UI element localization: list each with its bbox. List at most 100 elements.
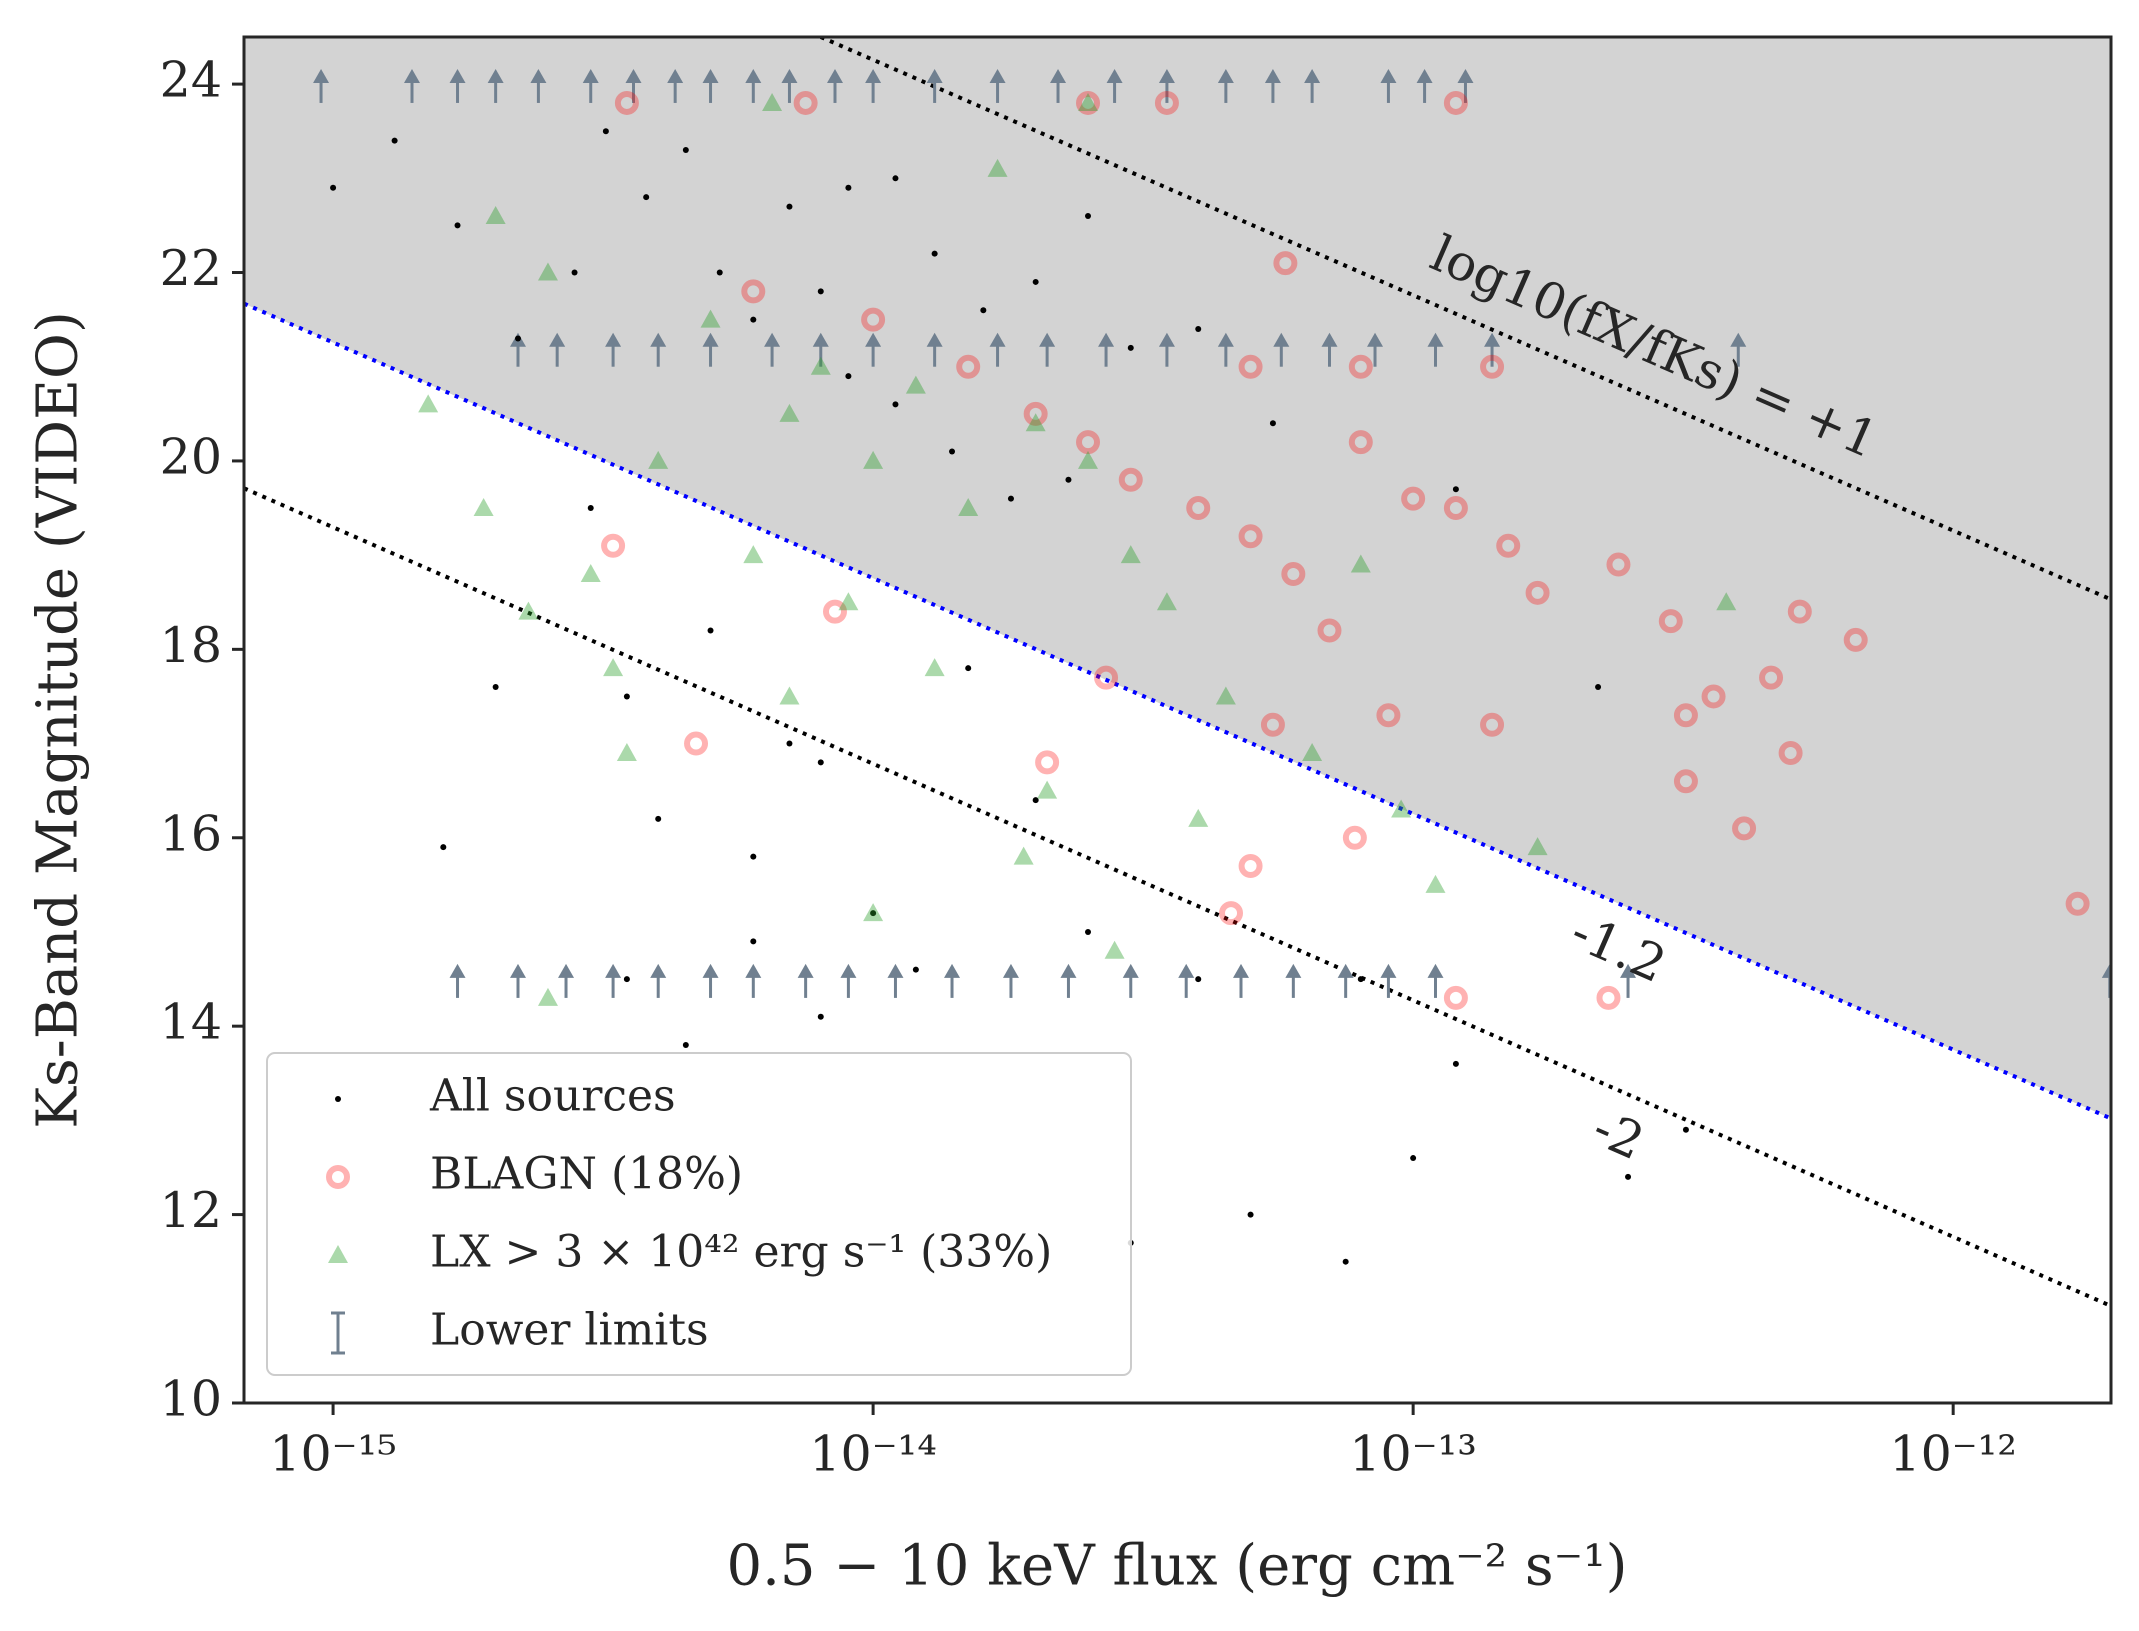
lower-limit [702,332,719,367]
x-axis-label: 0.5 − 10 keV flux (erg cm⁻² s⁻¹) [726,1534,1627,1599]
arrow-head [745,963,762,978]
y-tick-label: 10 [160,1371,222,1428]
lower-limit [509,963,526,998]
lower-limit [449,68,466,103]
arrow-head [1217,68,1234,83]
lower-limit [650,332,667,367]
arrow-head [1730,332,1747,347]
point [958,498,979,517]
lower-limit [1321,332,1338,367]
point [1023,401,1048,426]
arrow-head [797,963,814,978]
point [786,203,793,210]
point [924,658,945,677]
point [623,976,630,983]
arrow-head [1484,332,1501,347]
point [1078,450,1099,469]
point [1186,496,1211,521]
lower-limit [582,68,599,103]
lower-limit [1484,332,1501,367]
lower-limit [1285,963,1302,998]
point [1035,750,1060,775]
point [793,90,818,115]
arrow-head [826,68,843,83]
arrow-head [1427,332,1444,347]
point [931,250,938,257]
point [1195,326,1202,333]
y-tick-label: 16 [160,805,222,862]
arrow-head [549,332,566,347]
point [587,505,594,512]
y-tick-label: 12 [160,1182,222,1239]
arrow-head [1178,963,1195,978]
point [492,684,499,691]
point [949,448,956,455]
x-tick-label: 10⁻¹² [1889,1426,2017,1483]
point [965,665,972,672]
lower-limit [745,68,762,103]
arrow-head [667,68,684,83]
point [892,401,899,408]
arrow-head [487,68,504,83]
point [1076,430,1101,455]
point [1452,486,1459,493]
lower-limit [530,68,547,103]
point [1238,524,1263,549]
arrow-head [1416,68,1433,83]
arrow-head [944,963,961,978]
point [1037,780,1058,799]
point [707,627,714,634]
point [1085,212,1092,219]
point [1127,344,1134,351]
legend-marker [335,1096,341,1102]
lower-limit [1050,68,1067,103]
point [514,335,521,342]
point [741,279,766,304]
lower-limit [745,963,762,998]
point [1759,665,1784,690]
lower-limit [926,332,943,367]
lower-limit [1337,963,1354,998]
legend-label: BLAGN (18%) [430,1149,743,1200]
point [700,309,721,328]
point [602,128,609,135]
point [1595,684,1602,691]
point [845,184,852,191]
point [1260,712,1285,737]
lower-limit [1158,332,1175,367]
arrow-head [1158,68,1175,83]
arrow-head [558,963,575,978]
lower-limit [989,68,1006,103]
arrow-head [650,332,667,347]
point [1154,90,1179,115]
point [1673,703,1698,728]
point [601,533,626,558]
lower-limit [1106,68,1123,103]
lower-limit [667,68,684,103]
arrow-head [1050,68,1067,83]
lower-limit [1232,963,1249,998]
arrow-head [1098,332,1115,347]
lower-limit [605,332,622,367]
point [1120,545,1141,564]
lower-limit [1367,332,1384,367]
arrow-head [745,68,762,83]
arrow-head [865,68,882,83]
arrow-head [865,332,882,347]
point [716,269,723,276]
point [762,92,783,111]
arrow-head [403,68,420,83]
point [391,137,398,144]
arrow-head [1380,963,1397,978]
point [1302,742,1323,761]
point [987,158,1008,177]
point [1350,554,1371,573]
point [779,686,800,705]
point [956,354,981,379]
arrow-head [313,68,330,83]
reference-line [819,37,2111,602]
arrow-head [2101,963,2111,978]
arrow-head [1457,68,1474,83]
point [1606,552,1631,577]
